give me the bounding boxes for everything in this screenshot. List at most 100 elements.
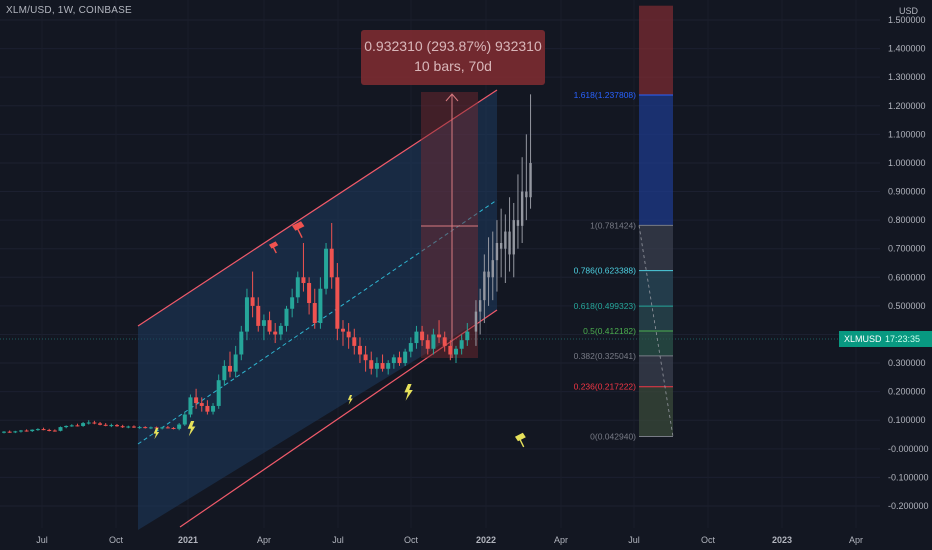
- candle-body: [13, 431, 18, 433]
- candle-body: [81, 423, 86, 426]
- candle-body: [244, 297, 249, 332]
- y-tick-label: 0.600000: [888, 272, 926, 282]
- x-tick-label: Oct: [701, 535, 716, 545]
- candle-body: [199, 403, 204, 406]
- candle-body: [24, 430, 29, 432]
- y-tick-label: 1.400000: [888, 44, 926, 54]
- candle-body: [335, 277, 340, 329]
- candle-body: [250, 297, 255, 306]
- candle-body: [205, 405, 210, 412]
- measure-line-1: 0.932310 (293.87%) 932310: [364, 38, 542, 54]
- fib-label: 0.786(0.623388): [574, 266, 637, 276]
- lightning-icon: [187, 421, 196, 437]
- y-tick-label: 1.000000: [888, 158, 926, 168]
- candle-body: [420, 331, 425, 341]
- hammer-icon: [268, 241, 279, 254]
- fib-label: 0(0.042940): [590, 432, 636, 442]
- candle-body: [98, 423, 103, 425]
- y-tick-label: 0.800000: [888, 215, 926, 225]
- candle-body: [459, 340, 464, 349]
- annotations: [153, 221, 526, 448]
- candle-body: [267, 320, 272, 332]
- lightning-icon: [404, 384, 413, 401]
- candle-body: [312, 303, 317, 324]
- candle-body: [165, 427, 170, 429]
- ghost-body: [474, 311, 478, 332]
- candles: [2, 222, 470, 434]
- lightning-icon: [347, 395, 353, 405]
- candle-body: [290, 297, 295, 309]
- ghost-body: [483, 271, 486, 301]
- y-tick-label: 0.700000: [888, 244, 926, 254]
- candle-body: [352, 337, 357, 346]
- candle-body: [194, 397, 199, 404]
- candle-body: [143, 427, 148, 429]
- candle-body: [222, 365, 227, 381]
- channel-fill: [138, 90, 497, 530]
- x-tick-label: Apr: [554, 535, 568, 545]
- candle-body: [103, 424, 108, 426]
- channel-middle: [137, 199, 498, 445]
- y-tick-label: 1.100000: [888, 129, 926, 139]
- candle-body: [109, 425, 114, 427]
- candle-body: [454, 348, 458, 355]
- candle-body: [126, 426, 131, 428]
- candle-body: [52, 430, 57, 432]
- fib-zone: [639, 306, 673, 331]
- y-tick-label: 0.500000: [888, 301, 926, 311]
- regression-channel: [137, 89, 498, 530]
- channel-upper: [137, 89, 498, 327]
- candle-body: [329, 248, 334, 278]
- x-tick-label: Apr: [257, 535, 271, 545]
- x-tick-label: Oct: [109, 535, 124, 545]
- ghost-body: [487, 271, 490, 278]
- ghost-body: [499, 242, 503, 249]
- channel-lower: [179, 309, 498, 528]
- candle-body: [318, 288, 323, 324]
- x-tick-label: Oct: [404, 535, 419, 545]
- x-tick-label: Jul: [628, 535, 640, 545]
- x-tick-label: Jul: [36, 535, 48, 545]
- ghost-body: [478, 300, 482, 312]
- fib-zone: [639, 355, 673, 387]
- y-tick-label: 0.200000: [888, 387, 926, 397]
- candle-body: [380, 363, 385, 369]
- candle-body: [437, 334, 442, 338]
- x-tick-label: Jul: [332, 535, 344, 545]
- y-tick-label: 1.300000: [888, 72, 926, 82]
- candle-body: [465, 331, 470, 341]
- hammer-icon: [291, 221, 305, 239]
- candle-body: [346, 331, 351, 338]
- measure-tooltip: 0.932310 (293.87%) 932310 10 bars, 70d: [361, 30, 545, 85]
- fib-label: 0.618(0.499323): [574, 301, 637, 311]
- candle-body: [374, 363, 379, 369]
- candle-body: [324, 248, 329, 289]
- measure-line-2: 10 bars, 70d: [414, 58, 492, 74]
- candle-body: [233, 354, 238, 372]
- candle-body: [2, 431, 6, 433]
- time-axis: Jul Oct 2021 Apr Jul Oct 2022 Apr Jul Oct 2023 Apr: [36, 535, 863, 545]
- fib-label: 1.618(1.237808): [574, 90, 637, 100]
- symbol-title: XLM/USD, 1W, COINBASE: [6, 5, 132, 16]
- price-tag-time: 17:23:35: [884, 334, 920, 344]
- candle-body: [261, 320, 266, 326]
- fib-zone: [639, 225, 673, 271]
- ghost-body: [504, 231, 507, 249]
- candle-body: [18, 430, 23, 432]
- ghost-body: [516, 220, 520, 226]
- x-tick-label: 2021: [178, 535, 198, 545]
- candle-body: [86, 422, 91, 424]
- candle-body: [216, 380, 221, 406]
- candle-body: [120, 426, 125, 428]
- price-tag-symbol: XLMUSD: [844, 334, 882, 344]
- y-tick-label: 0.100000: [888, 415, 926, 425]
- candle-body: [35, 429, 40, 431]
- ghost-body: [525, 191, 528, 198]
- ghost-body: [529, 162, 532, 198]
- candle-body: [154, 427, 159, 429]
- fib-extension: [638, 5, 674, 438]
- ghost-body: [491, 260, 494, 278]
- candle-body: [442, 337, 447, 346]
- candle-body: [92, 422, 97, 424]
